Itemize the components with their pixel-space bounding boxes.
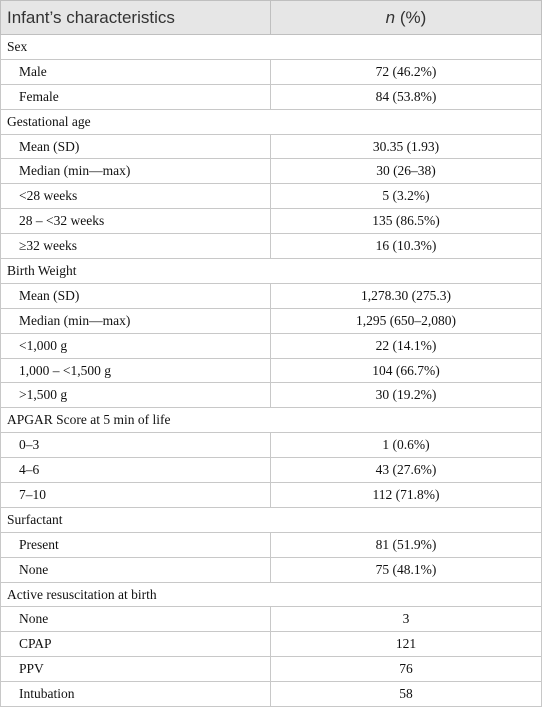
section-row: APGAR Score at 5 min of life [0, 407, 542, 434]
row-label: 7–10 [0, 482, 271, 508]
row-label: None [0, 556, 271, 583]
data-row: None 75 (48.1%) [0, 556, 542, 583]
row-label: Mean (SD) [0, 133, 271, 160]
section-title: Sex [0, 34, 542, 60]
data-row: 0–3 1 (0.6%) [0, 432, 542, 459]
data-row: 7–10 112 (71.8%) [0, 482, 542, 508]
header-percent: (%) [399, 7, 427, 27]
header-n: n (%) [270, 0, 542, 35]
data-row: Median (min—max) 1,295 (650–2,080) [0, 307, 542, 334]
row-label: 28 – <32 weeks [0, 208, 271, 235]
row-label: >1,500 g [0, 382, 271, 409]
data-row: <1,000 g 22 (14.1%) [0, 332, 542, 359]
row-label: ≥32 weeks [0, 233, 271, 260]
row-label: 1,000 – <1,500 g [0, 357, 271, 384]
row-value: 84 (53.8%) [270, 83, 542, 110]
row-value: 112 (71.8%) [270, 482, 542, 508]
data-row: >1,500 g 30 (19.2%) [0, 382, 542, 409]
row-value: 76 [270, 656, 542, 683]
header-label: Infant’s characteristics [0, 0, 271, 35]
row-value: 5 (3.2%) [270, 183, 542, 210]
section-title: Surfactant [0, 506, 542, 533]
data-row: 28 – <32 weeks 135 (86.5%) [0, 208, 542, 235]
section-title: Birth Weight [0, 258, 542, 284]
data-row: Mean (SD) 1,278.30 (275.3) [0, 282, 542, 309]
section-row: Surfactant [0, 506, 542, 533]
row-label: Male [0, 58, 271, 85]
row-value: 121 [270, 631, 542, 658]
row-label: CPAP [0, 631, 271, 658]
data-row: 1,000 – <1,500 g 104 (66.7%) [0, 357, 542, 384]
data-row: Present 81 (51.9%) [0, 531, 542, 558]
header-n-italic: n [385, 7, 396, 27]
row-value: 22 (14.1%) [270, 332, 542, 359]
row-value: 1,295 (650–2,080) [270, 307, 542, 334]
row-label: <1,000 g [0, 332, 271, 359]
row-label: Mean (SD) [0, 282, 271, 309]
section-row: Birth Weight [0, 258, 542, 284]
data-row: None 3 [0, 606, 542, 633]
row-label: <28 weeks [0, 183, 271, 210]
header-row: Infant’s characteristics n (%) [0, 0, 542, 35]
section-row: Gestational age [0, 108, 542, 135]
row-label: Female [0, 83, 271, 110]
row-value: 43 (27.6%) [270, 457, 542, 484]
data-row: ≥32 weeks 16 (10.3%) [0, 233, 542, 260]
row-value: 1,278.30 (275.3) [270, 282, 542, 309]
row-label: 4–6 [0, 457, 271, 484]
data-row: Male 72 (46.2%) [0, 58, 542, 85]
data-row: 4–6 43 (27.6%) [0, 457, 542, 484]
data-row: Intubation 58 [0, 681, 542, 708]
row-value: 30 (26–38) [270, 158, 542, 185]
table-body: Sex Male 72 (46.2%) Female 84 (53.8%) Gestati… [0, 34, 542, 708]
row-label: PPV [0, 656, 271, 683]
row-value: 104 (66.7%) [270, 357, 542, 384]
data-row: <28 weeks 5 (3.2%) [0, 183, 542, 210]
row-value: 72 (46.2%) [270, 58, 542, 85]
data-row: CPAP 121 [0, 631, 542, 658]
data-row: Mean (SD) 30.35 (1.93) [0, 133, 542, 160]
section-title: APGAR Score at 5 min of life [0, 407, 542, 434]
data-row: Female 84 (53.8%) [0, 83, 542, 110]
section-title: Active resuscitation at birth [0, 581, 542, 608]
row-label: Median (min—max) [0, 307, 271, 334]
row-value: 135 (86.5%) [270, 208, 542, 235]
data-row: PPV 76 [0, 656, 542, 683]
row-value: 81 (51.9%) [270, 531, 542, 558]
row-value: 75 (48.1%) [270, 556, 542, 583]
section-row: Active resuscitation at birth [0, 581, 542, 608]
data-row: Median (min—max) 30 (26–38) [0, 158, 542, 185]
row-label: None [0, 606, 271, 633]
row-label: 0–3 [0, 432, 271, 459]
row-value: 30 (19.2%) [270, 382, 542, 409]
section-row: Sex [0, 34, 542, 60]
row-label: Present [0, 531, 271, 558]
row-label: Intubation [0, 681, 271, 708]
row-value: 58 [270, 681, 542, 708]
section-title: Gestational age [0, 108, 542, 135]
row-value: 1 (0.6%) [270, 432, 542, 459]
row-value: 16 (10.3%) [270, 233, 542, 260]
row-value: 3 [270, 606, 542, 633]
row-value: 30.35 (1.93) [270, 133, 542, 160]
row-label: Median (min—max) [0, 158, 271, 185]
